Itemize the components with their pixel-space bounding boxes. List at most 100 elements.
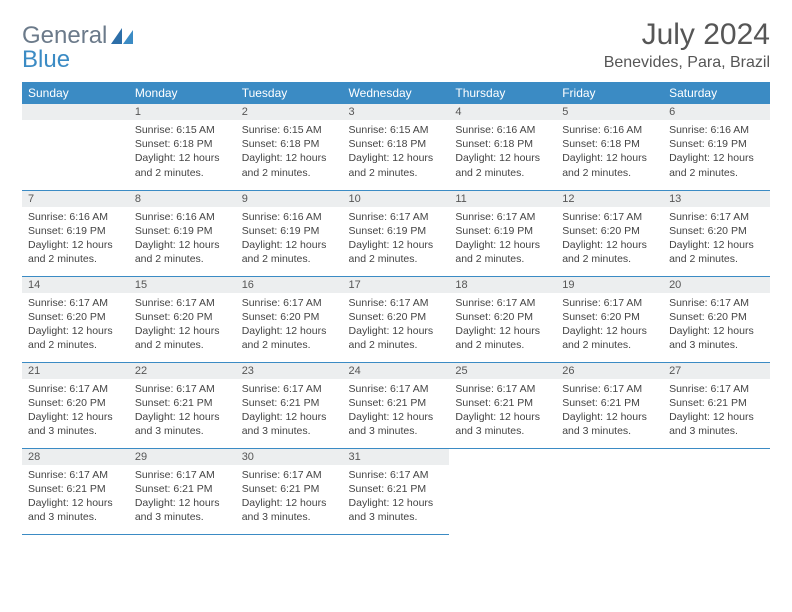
day-info-line: Sunrise: 6:16 AM	[135, 210, 230, 224]
day-info-line: Sunrise: 6:17 AM	[669, 210, 764, 224]
day-number: 5	[556, 104, 663, 120]
day-info-line: Sunrise: 6:17 AM	[242, 296, 337, 310]
day-info-line: Sunrise: 6:17 AM	[562, 210, 657, 224]
day-content: Sunrise: 6:17 AMSunset: 6:21 PMDaylight:…	[22, 465, 129, 529]
calendar-day-cell: 8Sunrise: 6:16 AMSunset: 6:19 PMDaylight…	[129, 190, 236, 276]
day-info-line: Sunrise: 6:15 AM	[242, 123, 337, 137]
day-content: Sunrise: 6:17 AMSunset: 6:21 PMDaylight:…	[129, 465, 236, 529]
day-info-line: Sunrise: 6:17 AM	[562, 382, 657, 396]
day-info-line: Sunset: 6:21 PM	[349, 396, 444, 410]
day-info-line: Sunrise: 6:17 AM	[135, 382, 230, 396]
weekday-header: Saturday	[663, 82, 770, 104]
day-info-line: Daylight: 12 hours and 3 minutes.	[349, 410, 444, 438]
day-info-line: Sunset: 6:20 PM	[562, 224, 657, 238]
calendar-week-row: 14Sunrise: 6:17 AMSunset: 6:20 PMDayligh…	[22, 276, 770, 362]
month-title: July 2024	[604, 18, 770, 52]
day-content: Sunrise: 6:16 AMSunset: 6:19 PMDaylight:…	[22, 207, 129, 271]
calendar-week-row: 21Sunrise: 6:17 AMSunset: 6:20 PMDayligh…	[22, 362, 770, 448]
day-info-line: Daylight: 12 hours and 3 minutes.	[135, 410, 230, 438]
calendar-day-cell: 26Sunrise: 6:17 AMSunset: 6:21 PMDayligh…	[556, 362, 663, 448]
title-block: July 2024 Benevides, Para, Brazil	[604, 18, 770, 72]
day-info-line: Sunset: 6:20 PM	[562, 310, 657, 324]
day-info-line: Sunrise: 6:17 AM	[455, 210, 550, 224]
day-info-line: Daylight: 12 hours and 3 minutes.	[28, 410, 123, 438]
day-number: 18	[449, 277, 556, 293]
day-info-line: Sunrise: 6:17 AM	[242, 382, 337, 396]
day-number: 24	[343, 363, 450, 379]
day-info-line: Daylight: 12 hours and 3 minutes.	[242, 496, 337, 524]
day-content: Sunrise: 6:17 AMSunset: 6:21 PMDaylight:…	[556, 379, 663, 443]
day-info-line: Daylight: 12 hours and 3 minutes.	[349, 496, 444, 524]
day-info-line: Sunrise: 6:16 AM	[455, 123, 550, 137]
day-info-line: Sunrise: 6:17 AM	[562, 296, 657, 310]
day-number: 29	[129, 449, 236, 465]
day-info-line: Sunset: 6:19 PM	[28, 224, 123, 238]
weekday-header: Sunday	[22, 82, 129, 104]
day-info-line: Sunset: 6:21 PM	[349, 482, 444, 496]
day-content: Sunrise: 6:17 AMSunset: 6:20 PMDaylight:…	[129, 293, 236, 357]
day-info-line: Sunset: 6:20 PM	[349, 310, 444, 324]
day-info-line: Daylight: 12 hours and 2 minutes.	[455, 238, 550, 266]
calendar-day-cell: 10Sunrise: 6:17 AMSunset: 6:19 PMDayligh…	[343, 190, 450, 276]
day-number: 26	[556, 363, 663, 379]
day-info-line: Daylight: 12 hours and 2 minutes.	[669, 151, 764, 179]
day-info-line: Daylight: 12 hours and 3 minutes.	[135, 496, 230, 524]
day-info-line: Sunset: 6:18 PM	[135, 137, 230, 151]
day-info-line: Daylight: 12 hours and 2 minutes.	[349, 324, 444, 352]
day-content: Sunrise: 6:17 AMSunset: 6:20 PMDaylight:…	[556, 293, 663, 357]
calendar-day-cell: 2Sunrise: 6:15 AMSunset: 6:18 PMDaylight…	[236, 104, 343, 190]
day-number: 19	[556, 277, 663, 293]
calendar-day-cell: 29Sunrise: 6:17 AMSunset: 6:21 PMDayligh…	[129, 448, 236, 534]
day-info-line: Sunrise: 6:17 AM	[28, 382, 123, 396]
day-info-line: Sunrise: 6:16 AM	[28, 210, 123, 224]
calendar-day-cell: 16Sunrise: 6:17 AMSunset: 6:20 PMDayligh…	[236, 276, 343, 362]
calendar-day-cell: 20Sunrise: 6:17 AMSunset: 6:20 PMDayligh…	[663, 276, 770, 362]
calendar-day-cell: 22Sunrise: 6:17 AMSunset: 6:21 PMDayligh…	[129, 362, 236, 448]
day-info-line: Sunset: 6:21 PM	[669, 396, 764, 410]
day-content: Sunrise: 6:15 AMSunset: 6:18 PMDaylight:…	[129, 120, 236, 184]
day-content: Sunrise: 6:17 AMSunset: 6:20 PMDaylight:…	[556, 207, 663, 271]
day-content: Sunrise: 6:17 AMSunset: 6:20 PMDaylight:…	[236, 293, 343, 357]
day-number: 20	[663, 277, 770, 293]
calendar-week-row: 28Sunrise: 6:17 AMSunset: 6:21 PMDayligh…	[22, 448, 770, 534]
logo-word1: General	[22, 24, 107, 48]
calendar-day-cell: 24Sunrise: 6:17 AMSunset: 6:21 PMDayligh…	[343, 362, 450, 448]
calendar-day-cell: 21Sunrise: 6:17 AMSunset: 6:20 PMDayligh…	[22, 362, 129, 448]
day-number: 1	[129, 104, 236, 120]
day-number: 31	[343, 449, 450, 465]
day-info-line: Sunrise: 6:17 AM	[135, 468, 230, 482]
day-info-line: Daylight: 12 hours and 2 minutes.	[242, 151, 337, 179]
day-number: 21	[22, 363, 129, 379]
day-content: Sunrise: 6:15 AMSunset: 6:18 PMDaylight:…	[236, 120, 343, 184]
day-info-line: Sunset: 6:20 PM	[669, 310, 764, 324]
day-content: Sunrise: 6:17 AMSunset: 6:21 PMDaylight:…	[663, 379, 770, 443]
day-number: 2	[236, 104, 343, 120]
day-content: Sunrise: 6:17 AMSunset: 6:21 PMDaylight:…	[129, 379, 236, 443]
calendar-day-cell: 18Sunrise: 6:17 AMSunset: 6:20 PMDayligh…	[449, 276, 556, 362]
calendar-day-cell: 3Sunrise: 6:15 AMSunset: 6:18 PMDaylight…	[343, 104, 450, 190]
weekday-header: Thursday	[449, 82, 556, 104]
day-number: 22	[129, 363, 236, 379]
day-number: 16	[236, 277, 343, 293]
day-info-line: Sunrise: 6:17 AM	[242, 468, 337, 482]
day-content: Sunrise: 6:17 AMSunset: 6:20 PMDaylight:…	[449, 293, 556, 357]
day-info-line: Daylight: 12 hours and 2 minutes.	[455, 151, 550, 179]
weekday-header: Tuesday	[236, 82, 343, 104]
calendar-body: 1Sunrise: 6:15 AMSunset: 6:18 PMDaylight…	[22, 104, 770, 534]
day-number: 12	[556, 191, 663, 207]
day-content: Sunrise: 6:17 AMSunset: 6:21 PMDaylight:…	[343, 379, 450, 443]
weekday-header: Monday	[129, 82, 236, 104]
calendar-day-cell: 6Sunrise: 6:16 AMSunset: 6:19 PMDaylight…	[663, 104, 770, 190]
day-content: Sunrise: 6:16 AMSunset: 6:18 PMDaylight:…	[449, 120, 556, 184]
day-info-line: Daylight: 12 hours and 3 minutes.	[669, 324, 764, 352]
calendar-week-row: 1Sunrise: 6:15 AMSunset: 6:18 PMDaylight…	[22, 104, 770, 190]
weekday-header: Wednesday	[343, 82, 450, 104]
day-content: Sunrise: 6:17 AMSunset: 6:19 PMDaylight:…	[343, 207, 450, 271]
calendar-day-cell	[556, 448, 663, 534]
day-info-line: Daylight: 12 hours and 2 minutes.	[349, 238, 444, 266]
calendar-day-cell: 28Sunrise: 6:17 AMSunset: 6:21 PMDayligh…	[22, 448, 129, 534]
day-content: Sunrise: 6:17 AMSunset: 6:20 PMDaylight:…	[663, 293, 770, 357]
day-number: 3	[343, 104, 450, 120]
day-info-line: Daylight: 12 hours and 2 minutes.	[562, 238, 657, 266]
day-number: 11	[449, 191, 556, 207]
